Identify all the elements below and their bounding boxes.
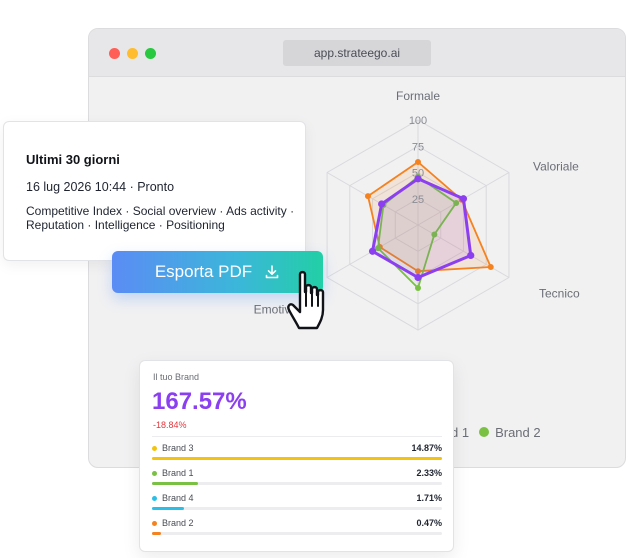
brand-share-card: Il tuo Brand 167.57% -18.84% Brand 3 14.8… <box>139 360 454 552</box>
radar-series <box>364 159 494 291</box>
competitor-name-text: Brand 3 <box>162 443 194 453</box>
competitor-share-fill <box>152 507 184 510</box>
competitor-share-bar <box>152 532 442 535</box>
competitor-name: Brand 4 <box>152 493 194 503</box>
competitor-share: 14.87% <box>411 443 442 453</box>
download-icon <box>264 264 280 280</box>
radar-tick-label-25: 25 <box>412 194 424 206</box>
browser-titlebar: app.strateego.ai <box>89 29 625 77</box>
competitor-share: 0.47% <box>416 518 442 528</box>
competitor-name: Brand 2 <box>152 518 194 528</box>
competitor-share-fill <box>152 482 199 485</box>
legend-label-brand-1: d 1 <box>451 424 470 440</box>
radar-point-0-5 <box>378 200 386 208</box>
competitor-name-text: Brand 4 <box>162 493 194 503</box>
competitor-name: Brand 3 <box>152 443 194 453</box>
competitor-row: Brand 4 1.71% <box>152 493 442 517</box>
radar-axis-label-0: Formale <box>396 89 440 103</box>
competitor-share-fill <box>152 532 161 535</box>
brand-share-delta: -18.84% <box>153 420 187 430</box>
competitor-bullet-icon <box>152 495 157 501</box>
radar-point-0-0 <box>414 175 422 183</box>
competitor-row: Brand 3 14.87% <box>152 443 442 467</box>
competitor-bullet-icon <box>152 470 157 476</box>
radar-point-1-3 <box>415 268 421 275</box>
radar-axis-labels: Formale Valoriale Tecnico Emotivo <box>254 89 580 317</box>
export-pdf-button[interactable]: Esporta PDF <box>112 251 323 293</box>
radar-axis-line-5 <box>326 172 419 226</box>
radar-point-2-4 <box>374 245 381 252</box>
divider <box>152 436 442 437</box>
hand-pointer-icon <box>287 270 331 339</box>
competitor-share-bar <box>152 482 442 485</box>
report-sections: Competitive Index · Social overview · Ad… <box>26 204 295 232</box>
minimize-window-button[interactable] <box>127 48 138 59</box>
competitor-bullet-icon <box>152 445 157 451</box>
radar-point-0-1 <box>459 195 468 203</box>
radar-point-0-3 <box>414 273 422 282</box>
radar-axis-label-4: Emotivo <box>254 303 298 317</box>
competitor-share-fill <box>152 457 442 460</box>
radar-axis-label-1: Valoriale <box>533 160 579 174</box>
period-title: Ultimi 30 giorni <box>26 152 120 167</box>
radar-tick-label-100: 100 <box>409 115 427 127</box>
radar-point-0-2 <box>467 251 475 260</box>
radar-tick-label-75: 75 <box>412 141 424 153</box>
radar-tick-labels: 25 50 75 100 <box>409 115 427 206</box>
radar-point-1-2 <box>487 264 494 270</box>
legend-item-brand-1[interactable]: d 1 <box>451 425 469 440</box>
report-info-card: Ultimi 30 giorni 16 lug 2026 10:44 · Pro… <box>3 121 306 261</box>
competitor-row: Brand 1 2.33% <box>152 468 442 492</box>
radar-point-2-3 <box>415 285 421 291</box>
competitor-name-text: Brand 1 <box>162 468 194 478</box>
legend-item-brand-2[interactable]: Brand 2 <box>479 425 541 440</box>
brand-share-value: 167.57% <box>152 388 247 415</box>
competitor-share: 1.71% <box>416 493 442 503</box>
radar-point-1-0 <box>415 159 421 165</box>
radar-point-2-1 <box>453 199 460 206</box>
competitor-share: 2.33% <box>416 468 442 478</box>
radar-point-1-5 <box>364 193 371 200</box>
legend-label-brand-2: Brand 2 <box>495 424 541 440</box>
radar-tick-label-50: 50 <box>412 168 424 180</box>
export-pdf-label: Esporta PDF <box>154 262 253 281</box>
maximize-window-button[interactable] <box>145 48 156 59</box>
legend-swatch-brand-2 <box>479 427 490 437</box>
radar-point-2-2 <box>431 231 438 238</box>
competitor-bullet-icon <box>152 520 157 526</box>
chart-legend: d 1 Brand 2 <box>451 424 541 440</box>
competitor-share-bar <box>152 457 442 460</box>
competitor-name-text: Brand 2 <box>162 518 194 528</box>
competitor-row: Brand 2 0.47% <box>152 518 442 542</box>
brand-card-label: Il tuo Brand <box>153 372 200 382</box>
competitor-share-bar <box>152 507 442 510</box>
radar-chart: Formale Valoriale Tecnico Emotivo 25 50 75 100 <box>254 89 580 331</box>
radar-point-0-4 <box>368 247 377 255</box>
competitor-name: Brand 1 <box>152 468 194 478</box>
address-bar[interactable]: app.strateego.ai <box>283 40 431 66</box>
close-window-button[interactable] <box>109 48 120 59</box>
report-date-status: 16 lug 2026 10:44 · Pronto <box>26 180 175 194</box>
radar-axis-label-2: Tecnico <box>539 287 580 301</box>
